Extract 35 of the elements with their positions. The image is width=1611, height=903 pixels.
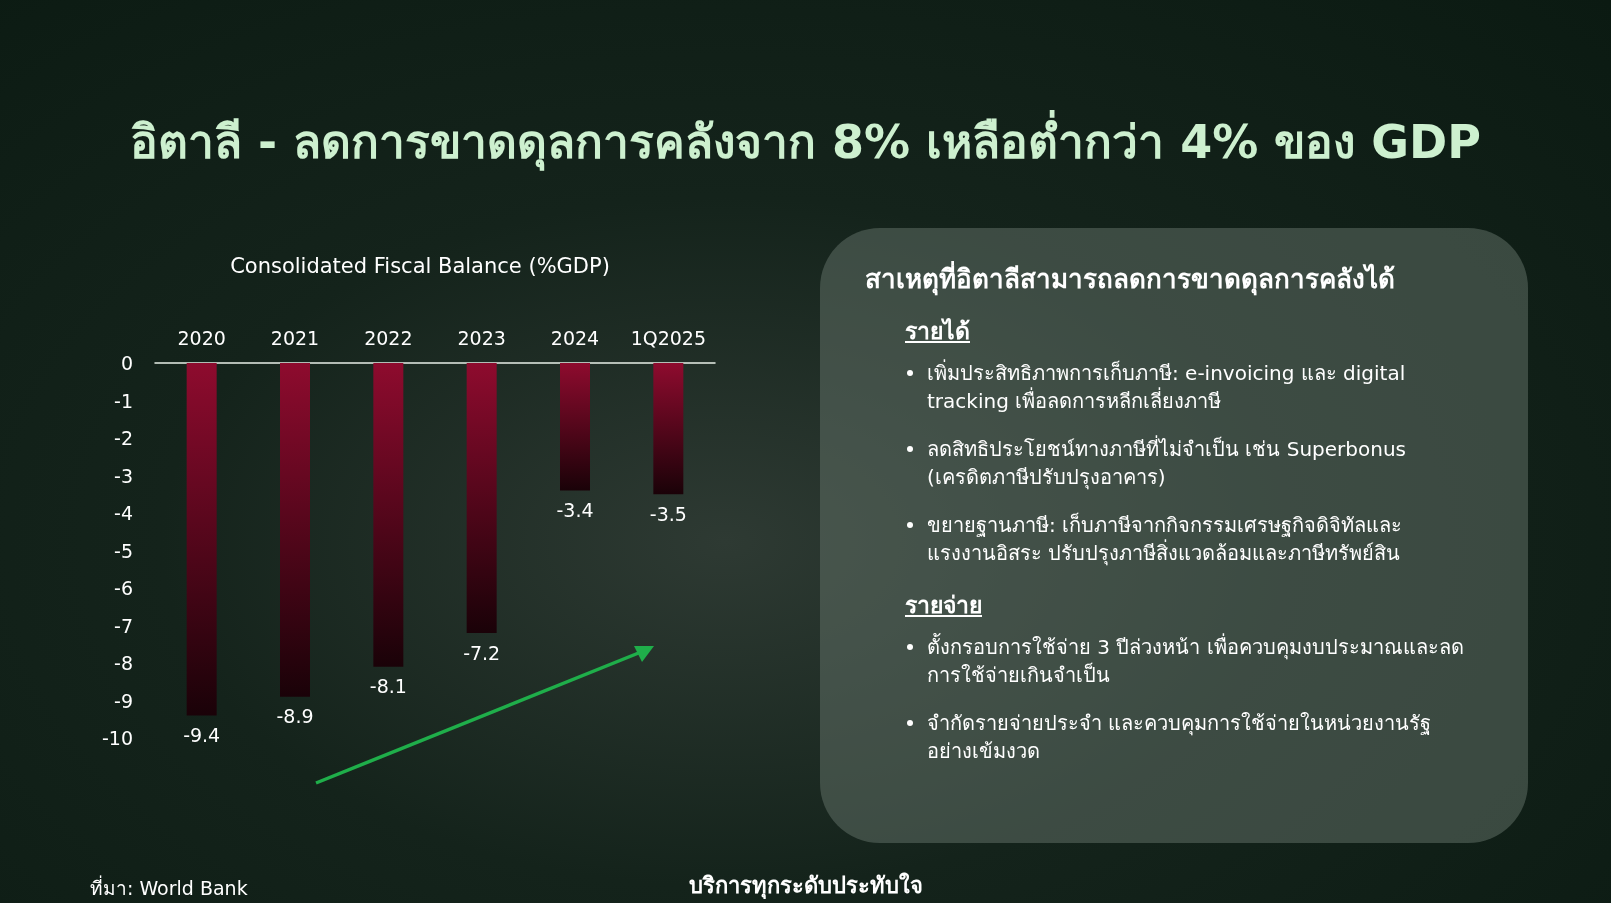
text: รายได้ bbox=[905, 317, 971, 346]
text: ที่มา: World Bank bbox=[90, 874, 248, 901]
x-tick-label: 1Q2025 bbox=[630, 326, 707, 349]
y-tick-label: -3 bbox=[114, 464, 133, 487]
text: จำกัดรายจ่ายประจำ และควบคุมการใช้จ่ายในหน่วยงานรัฐอย่างเข้มงวด bbox=[927, 710, 1433, 765]
y-tick-label: -9 bbox=[114, 689, 133, 712]
text: ลดสิทธิประโยชน์ทางภาษีที่ไม่จำเป็น เช่น Superbonus (เครดิตภาษีปรับปรุงอาคาร) bbox=[927, 435, 1407, 491]
y-tick-label: -10 bbox=[101, 727, 133, 749]
text: ขยายฐานภาษี: เก็บภาษีจากกิจกรรมเศรษฐกิจดิจิทัลและแรงงานอิสระ ปรับปรุงภาษีสิ่งแวดล้อมและภาษีทรัพย์สิน bbox=[927, 511, 1404, 567]
x-tick-label: 2021 bbox=[270, 326, 320, 349]
x-tick-label: 2020 bbox=[177, 326, 226, 349]
y-tick-label: -5 bbox=[114, 539, 133, 562]
y-tick-label: -8 bbox=[114, 652, 133, 674]
y-tick-label: -6 bbox=[114, 577, 133, 599]
data-label: -3.4 bbox=[556, 499, 594, 521]
y-tick-label: -7 bbox=[114, 614, 133, 637]
data-label: -8.9 bbox=[276, 705, 314, 728]
data-label: -8.1 bbox=[369, 675, 407, 698]
data-label: -3.5 bbox=[649, 502, 687, 525]
x-tick-label: 2023 bbox=[457, 326, 506, 349]
x-tick-label: 2024 bbox=[550, 326, 600, 349]
x-tick-label: 2022 bbox=[364, 326, 413, 349]
chart-title: Consolidated Fiscal Balance (%GDP) bbox=[230, 253, 610, 278]
text: รายจ่าย bbox=[905, 591, 983, 620]
text: อิตาลี - ลดการขาดดุลการคลังจาก 8% เหลือต่ำกว่า 4% ของ GDP bbox=[128, 109, 1482, 173]
y-tick-label: -2 bbox=[114, 427, 133, 449]
y-tick-label: -1 bbox=[114, 389, 133, 412]
y-tick-label: -4 bbox=[114, 502, 133, 524]
data-label: -7.2 bbox=[463, 641, 501, 664]
data-label: -9.4 bbox=[183, 724, 221, 746]
text: เพิ่มประสิทธิภาพการเก็บภาษี: e-invoicing และ digital tracking เพื่อลดการหลีกเลี่ยงภาษี bbox=[927, 359, 1407, 415]
text: บริการทุกระดับประทับใจ bbox=[688, 873, 923, 898]
text: สาเหตุที่อิตาลีสามารถลดการขาดดุลการคลังได้ bbox=[865, 260, 1396, 298]
y-tick-label: 0 bbox=[120, 352, 133, 374]
text: ตั้งกรอบการใช้จ่าย 3 ปีล่วงหน้า เพื่อควบคุมงบประมาณและลดการใช้จ่ายเกินจำเป็น bbox=[927, 633, 1465, 689]
